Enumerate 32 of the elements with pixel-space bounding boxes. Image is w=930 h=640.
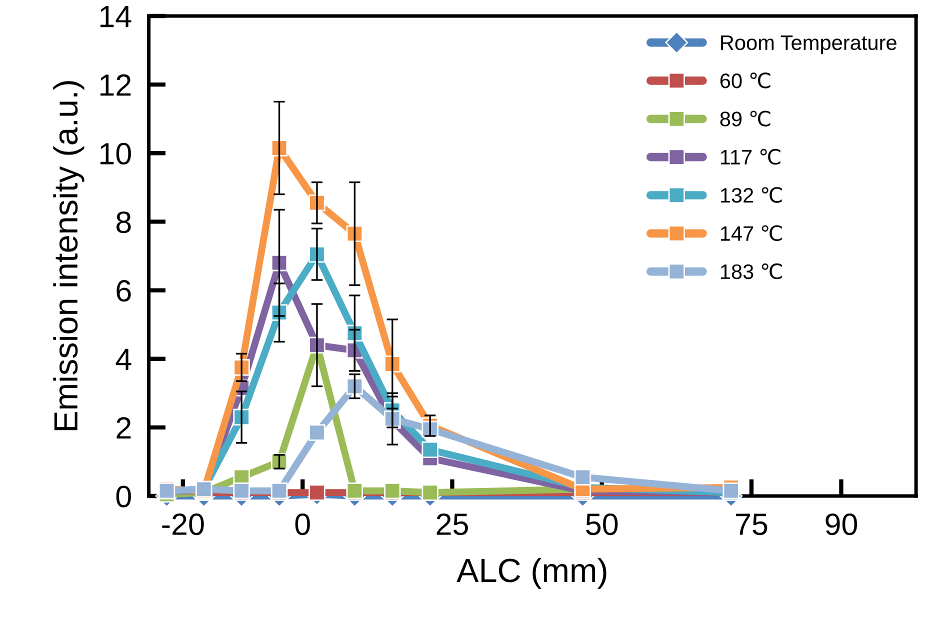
point	[308, 484, 326, 501]
legend-label: 183 ℃	[720, 263, 782, 280]
legend-label: 60 ℃	[720, 72, 770, 88]
point	[270, 140, 288, 156]
y-tick-label: 6	[116, 280, 131, 302]
x-tick-label: 25	[436, 513, 468, 536]
y-tick-label: 10	[100, 142, 131, 165]
x-tick-label: 0	[295, 513, 310, 536]
x-axis-title: ALC (mm)	[456, 558, 606, 589]
y-tick-label: 14	[100, 6, 132, 28]
point	[346, 378, 364, 395]
point	[308, 424, 326, 441]
y-tick-label: 12	[100, 74, 131, 96]
x-tick-label: 75	[736, 514, 768, 536]
point	[384, 356, 401, 372]
y-tick-label: 4	[116, 348, 132, 370]
legend-label: 117 ℃	[720, 148, 780, 165]
x-tick-label: 50	[586, 513, 618, 536]
point	[270, 254, 288, 272]
point	[346, 225, 364, 242]
y-axis-title: Emission intensity (a.u.)	[53, 81, 84, 430]
point	[422, 441, 438, 458]
legend-label: Room Temperature	[721, 36, 896, 54]
x-tick-label: -20	[162, 513, 204, 536]
y-tick-label: 0	[116, 486, 131, 508]
legend-label: 132 ℃	[720, 187, 782, 203]
point	[574, 468, 592, 486]
y-tick-label: 8	[116, 211, 131, 234]
y-tick-label: 2	[116, 417, 131, 438]
legend-label: 147 ℃	[720, 225, 782, 241]
legend-label: 89 ℃	[720, 110, 770, 126]
x-tick-label: 90	[826, 513, 858, 536]
